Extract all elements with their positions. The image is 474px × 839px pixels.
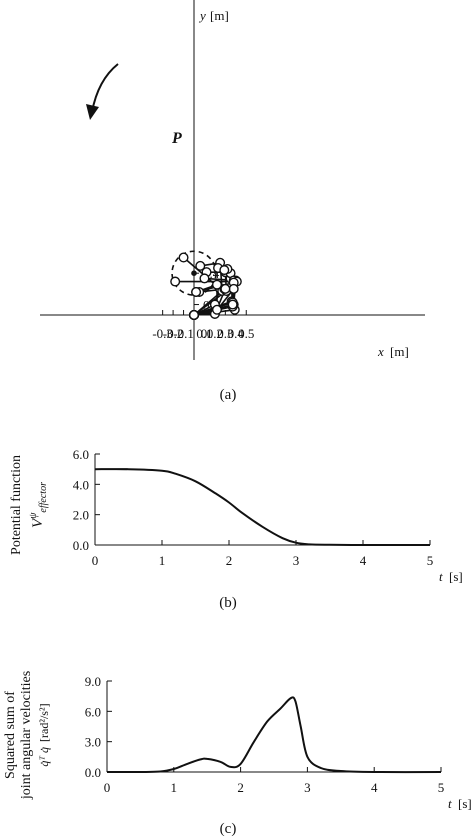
joint-marker — [227, 299, 238, 310]
x-tick-label: 1 — [159, 553, 166, 568]
joint-marker — [178, 252, 189, 263]
y-tick-label: 6.0 — [73, 447, 89, 462]
joint-marker — [170, 276, 181, 287]
center-point-marker — [191, 270, 197, 277]
x-tick-label: 0.1 — [196, 326, 212, 341]
x-tick-label: 5 — [427, 553, 434, 568]
x-tick-label: -0.1 — [173, 326, 194, 341]
joint-marker — [191, 287, 202, 298]
caption-b: (b) — [219, 595, 237, 611]
caption-a: (a) — [220, 387, 237, 403]
panel-b-ylabel-symbol: Vψeffector — [28, 482, 49, 528]
reference-circle — [171, 250, 217, 296]
panel-c-xlabel-var: t — [448, 796, 452, 811]
y-tick-label: 3.0 — [85, 735, 101, 750]
x-tick-label: 0.5 — [238, 326, 254, 341]
joint-marker — [211, 304, 222, 315]
panel-b-ylabel-line: Potential function — [9, 455, 24, 555]
panel-a-xlabel-var: x — [377, 344, 384, 359]
series-line — [94, 468, 430, 547]
panel-a-arm-trajectory: y [m] x [m] P -0.3-0.2-0.1 00.10.20.30.40… — [40, 0, 425, 360]
arm-link — [193, 287, 227, 316]
x-tick-label: 0 — [201, 326, 208, 341]
panel-a-ylabel-unit: [m] — [210, 8, 229, 23]
x-tick-label: 0.3 — [217, 326, 233, 341]
panel-c-ylabel-symbol-unit: q̇ᵀ q̇[rad²/s²] — [37, 703, 51, 766]
panel-b-xlabel-unit: [s] — [449, 569, 463, 584]
x-tick-label: 4 — [360, 553, 367, 568]
x-tick-label: 4 — [371, 780, 378, 795]
y-tick-label: 9.0 — [85, 674, 101, 689]
panel-b-xlabel-var: t — [439, 569, 443, 584]
y-tick-label: 0.0 — [85, 765, 101, 780]
x-tick-label: 0.2 — [207, 326, 223, 341]
joint-marker — [188, 310, 199, 321]
y-tick-label: 0.0 — [73, 538, 89, 553]
x-tick-label: -0.2 — [163, 326, 184, 341]
center-point-label: P — [171, 130, 182, 147]
y-tick-label: 4.0 — [73, 477, 89, 492]
panel-a-xlabel-unit: [m] — [390, 344, 409, 359]
rotation-arrowhead-icon — [86, 104, 99, 120]
y-tick-label: 6.0 — [85, 704, 101, 719]
arm-link — [193, 283, 218, 316]
x-tick-label: 0 — [92, 553, 99, 568]
x-tick-label: 2 — [226, 553, 233, 568]
x-tick-label: 2 — [237, 780, 244, 795]
panel-b-potential-function: Potential function Vψeffector t [s] 0 1 2 3… — [9, 447, 463, 584]
joint-marker — [220, 283, 231, 294]
y-tick-label: 2.0 — [73, 508, 89, 523]
joint-marker — [195, 260, 206, 271]
arm-link — [193, 261, 224, 316]
x-tick-label: 3 — [304, 780, 311, 795]
x-tick-label: 0.4 — [228, 326, 245, 341]
panel-a-ylabel-var: y — [198, 8, 206, 23]
x-tick-label: 1 — [171, 780, 178, 795]
joint-marker — [199, 273, 210, 284]
panel-c-squared-sum: Squared sum of joint angular velocities … — [3, 671, 472, 811]
joint-marker — [219, 265, 230, 276]
rotation-arrow-icon — [91, 63, 119, 113]
panel-c-ylabel-line-1: Squared sum of — [3, 691, 18, 779]
panel-c-xlabel-unit: [s] — [458, 796, 472, 811]
x-tick-label: 3 — [293, 553, 300, 568]
x-tick-label: 5 — [438, 780, 445, 795]
caption-c: (c) — [220, 821, 237, 837]
series-line — [106, 696, 442, 774]
x-tick-label: 0 — [104, 780, 111, 795]
panel-c-ylabel-line-2: joint angular velocities — [19, 671, 34, 800]
x-tick-label: -0.3 — [152, 326, 173, 341]
joint-marker — [211, 279, 222, 290]
joint-marker — [228, 283, 239, 294]
